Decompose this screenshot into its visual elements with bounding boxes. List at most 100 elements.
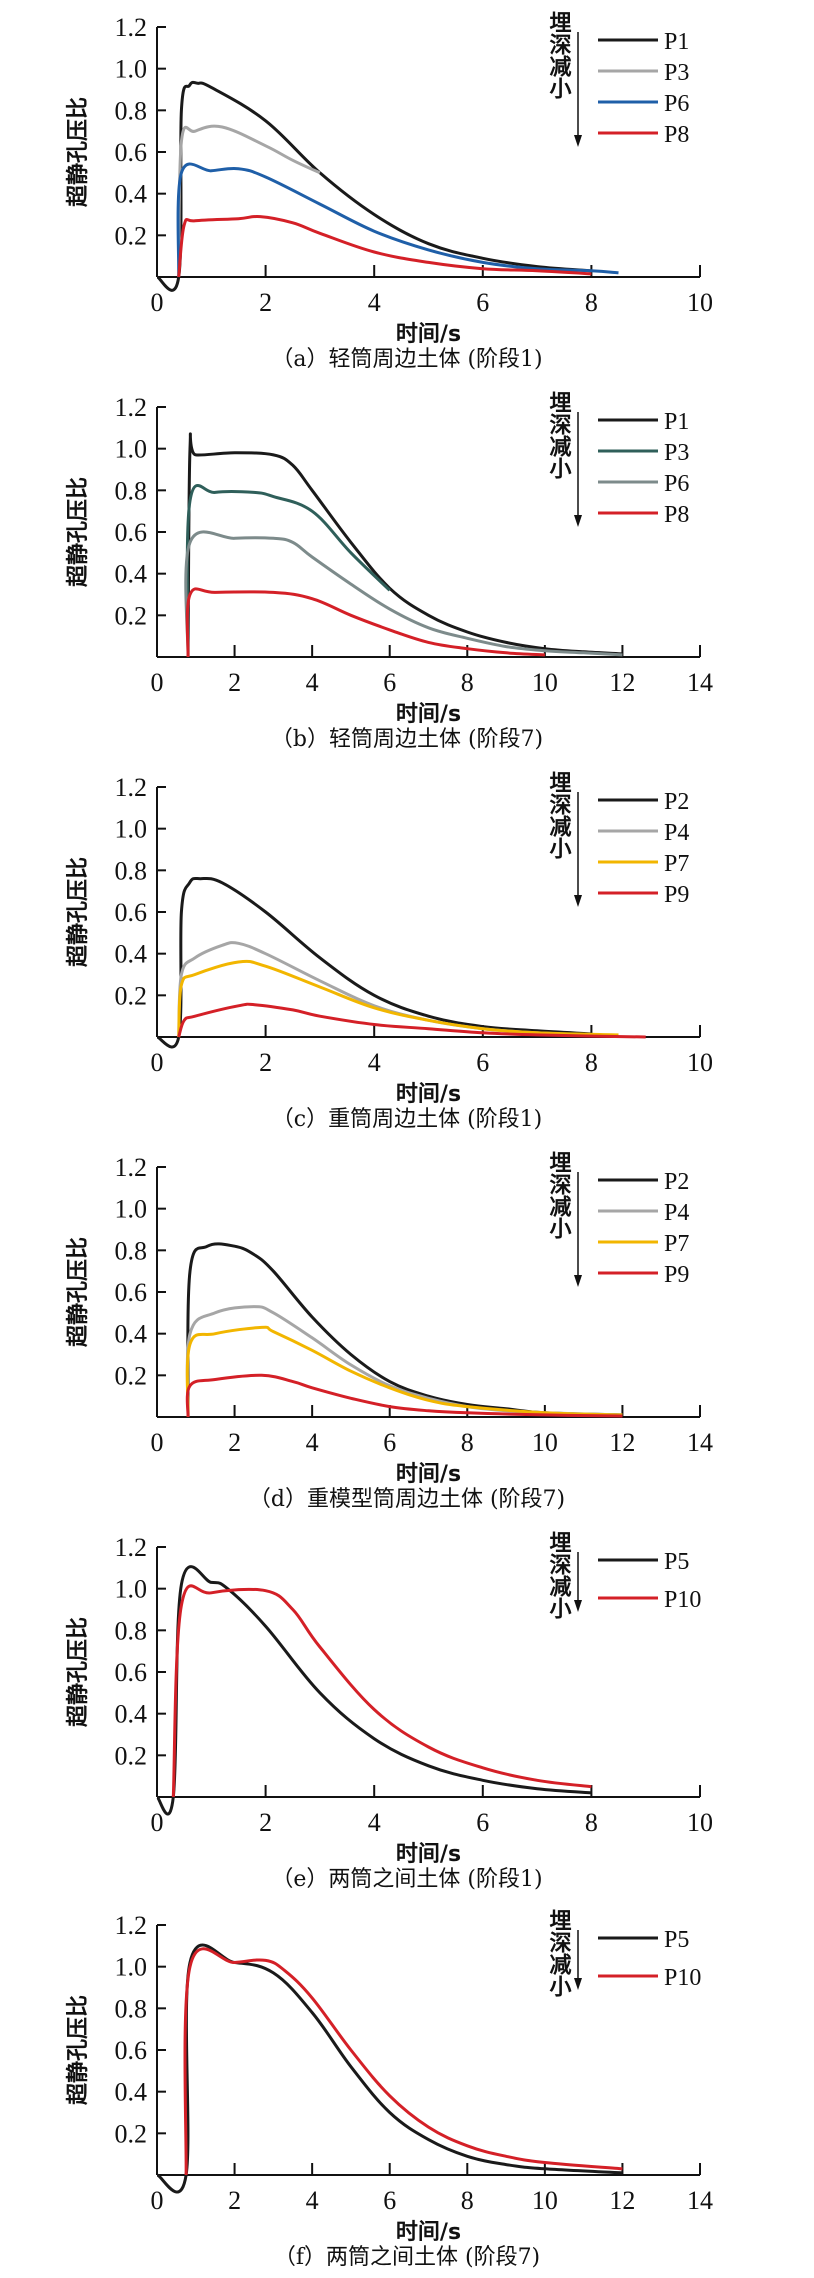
chart-panel-c: 0.2 0.4 0.6 0.8 1.0 1.2 0 2 4 6 8 10 时间/s 超静孔压比 P2 P4 P7… xyxy=(0,760,814,1140)
y-tick-label: 0.2 xyxy=(115,1741,148,1770)
series-line-P7 xyxy=(177,959,619,1038)
series-line-P2 xyxy=(186,1242,623,1418)
y-tick-label: 1.0 xyxy=(115,55,148,84)
x-tick-label: 2 xyxy=(228,2186,241,2215)
y-tick-label: 0.4 xyxy=(115,1320,148,1349)
legend-label-P8: P8 xyxy=(664,502,689,528)
legend-label-P6: P6 xyxy=(664,471,689,497)
x-tick-label: 12 xyxy=(609,668,635,697)
x-tick-label: 6 xyxy=(476,1048,489,1077)
x-tick-label: 14 xyxy=(687,668,713,697)
x-tick-label: 2 xyxy=(228,1428,241,1457)
series-line-P2 xyxy=(156,876,592,1049)
x-axis-label: 时间/s xyxy=(396,1082,461,1107)
y-tick-label: 0.4 xyxy=(115,1700,148,1729)
arrow-head-icon xyxy=(574,1978,582,1990)
legend-label-P7: P7 xyxy=(664,851,689,877)
chart-svg: 0.2 0.4 0.6 0.8 1.0 1.2 0 2 4 6 8 10 时间/s 超静孔压比 P1 P3 P6… xyxy=(65,11,713,372)
legend-label-P2: P2 xyxy=(664,789,689,815)
y-tick-label: 0.8 xyxy=(115,1994,148,2023)
y-tick-label: 0.6 xyxy=(115,2036,148,2065)
series-line-P9 xyxy=(177,1002,646,1039)
legend-label-P6: P6 xyxy=(664,91,689,117)
chart-svg: 0.2 0.4 0.6 0.8 1.0 1.2 0 2 4 6 8 10 12 14 时间/s 超静孔压比 P2… xyxy=(65,1151,713,1512)
y-tick-label: 0.6 xyxy=(115,518,148,547)
x-tick-label: 4 xyxy=(368,288,381,317)
arrow-head-icon xyxy=(574,1600,582,1612)
x-tick-label: 4 xyxy=(368,1808,381,1837)
y-tick-label: 0.8 xyxy=(115,1616,148,1645)
chart-panel-e: 0.2 0.4 0.6 0.8 1.0 1.2 0 2 4 6 8 10 时间/s 超静孔压比 P5 P10 埋… xyxy=(0,1520,814,1900)
legend-label-P2: P2 xyxy=(664,1169,689,1195)
arrow-head-icon xyxy=(574,1275,582,1287)
series-line-P1 xyxy=(186,432,623,658)
y-tick-label: 1.2 xyxy=(115,773,148,802)
legend-label-P10: P10 xyxy=(664,1587,701,1613)
x-tick-label: 4 xyxy=(306,668,319,697)
x-tick-label: 12 xyxy=(609,2186,635,2215)
x-tick-label: 8 xyxy=(461,2186,474,2215)
chart-caption: （b）轻筒周边土体 (阶段7) xyxy=(271,727,543,752)
x-tick-label: 0 xyxy=(151,1048,164,1077)
y-tick-label: 1.2 xyxy=(115,1153,148,1182)
y-tick-label: 0.2 xyxy=(115,601,148,630)
y-tick-label: 0.8 xyxy=(115,96,148,125)
y-tick-label: 1.2 xyxy=(115,393,148,422)
y-axis-label: 超静孔压比 xyxy=(65,1617,91,1727)
x-tick-label: 8 xyxy=(585,1808,598,1837)
x-tick-label: 8 xyxy=(461,668,474,697)
y-tick-label: 1.0 xyxy=(115,1953,148,1982)
legend-label-P8: P8 xyxy=(664,122,689,148)
y-tick-label: 1.2 xyxy=(115,1533,148,1562)
x-tick-label: 0 xyxy=(151,288,164,317)
x-tick-label: 10 xyxy=(532,1428,558,1457)
x-tick-label: 6 xyxy=(476,288,489,317)
series-line-P6 xyxy=(176,162,619,278)
series-line-P4 xyxy=(185,1305,623,1418)
x-axis-label: 时间/s xyxy=(396,2220,461,2245)
depth-annotation: 埋深减小 xyxy=(546,771,572,860)
x-axis-label: 时间/s xyxy=(396,702,461,727)
y-tick-label: 1.2 xyxy=(115,1911,148,1940)
x-tick-label: 8 xyxy=(585,1048,598,1077)
series-line-P10 xyxy=(183,1947,623,2176)
x-tick-label: 2 xyxy=(259,1808,272,1837)
legend-label-P4: P4 xyxy=(664,820,689,846)
x-tick-label: 10 xyxy=(532,668,558,697)
legend-label-P10: P10 xyxy=(664,1965,701,1991)
arrow-head-icon xyxy=(574,895,582,907)
series-line-P8 xyxy=(177,214,592,278)
x-tick-label: 2 xyxy=(259,288,272,317)
x-tick-label: 0 xyxy=(151,1808,164,1837)
y-axis-label: 超静孔压比 xyxy=(65,1995,91,2105)
y-tick-label: 0.8 xyxy=(115,476,148,505)
y-tick-label: 0.6 xyxy=(115,138,148,167)
legend-label-P4: P4 xyxy=(664,1200,689,1226)
legend-label-P9: P9 xyxy=(664,882,689,908)
chart-panel-f: 0.2 0.4 0.6 0.8 1.0 1.2 0 2 4 6 8 10 12 14 时间/s 超静孔压比 P5… xyxy=(0,1898,814,2278)
y-axis-label: 超静孔压比 xyxy=(65,1237,91,1347)
legend-label-P3: P3 xyxy=(664,440,689,466)
x-tick-label: 14 xyxy=(687,2186,713,2215)
y-tick-label: 0.4 xyxy=(115,560,148,589)
legend-label-P5: P5 xyxy=(664,1927,689,1953)
y-tick-label: 0.8 xyxy=(115,856,148,885)
chart-panel-b: 0.2 0.4 0.6 0.8 1.0 1.2 0 2 4 6 8 10 12 14 时间/s 超静孔压比 P1… xyxy=(0,380,814,760)
y-tick-label: 0.2 xyxy=(115,221,148,250)
y-tick-label: 1.0 xyxy=(115,815,148,844)
x-tick-label: 6 xyxy=(383,668,396,697)
series-line-P3 xyxy=(177,124,321,278)
x-axis-label: 时间/s xyxy=(396,322,461,347)
chart-svg: 0.2 0.4 0.6 0.8 1.0 1.2 0 2 4 6 8 10 时间/s 超静孔压比 P2 P4 P7… xyxy=(65,771,713,1132)
legend-label-P5: P5 xyxy=(664,1549,689,1575)
y-tick-label: 0.2 xyxy=(115,2119,148,2148)
y-axis-label: 超静孔压比 xyxy=(65,477,91,587)
legend-label-P3: P3 xyxy=(664,60,689,86)
chart-caption: （e）两筒之间土体 (阶段1) xyxy=(271,1867,542,1892)
series-line-P9 xyxy=(185,1373,623,1418)
depth-annotation: 埋深减小 xyxy=(546,1909,572,1998)
legend-label-P1: P1 xyxy=(664,409,689,435)
x-tick-label: 12 xyxy=(609,1428,635,1457)
depth-annotation: 埋深减小 xyxy=(546,391,572,480)
legend-label-P9: P9 xyxy=(664,1262,689,1288)
